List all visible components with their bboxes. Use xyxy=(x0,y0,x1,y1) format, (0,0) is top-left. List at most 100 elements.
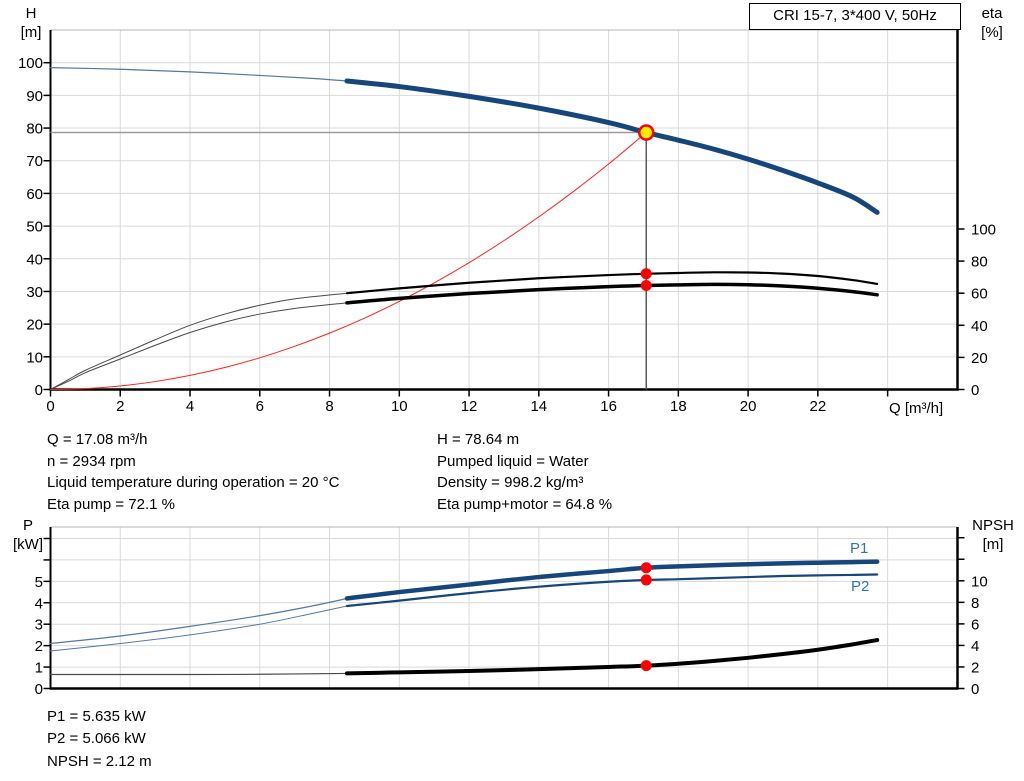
y-left-tick-label: 5 xyxy=(35,574,43,591)
qh-eta-chart-ticks: 0 10 20 30 40 50 60 70 80 90 100 0 20 40 60 80 100 0 2 4 6 8 1… xyxy=(18,55,996,415)
x-tick-label: 18 xyxy=(670,398,687,415)
info-line-eta-pump: Eta pump = 72.1 % xyxy=(47,495,175,513)
x-tick-label: 0 xyxy=(46,398,54,415)
y-right-tick-label: 4 xyxy=(971,638,979,655)
head-curve-ext xyxy=(49,67,348,82)
y-right-tick-label: 20 xyxy=(971,350,988,367)
head-curve xyxy=(344,78,880,215)
p-axis-label-line1: P xyxy=(22,517,33,534)
y-left-tick-label: 4 xyxy=(35,595,43,612)
info-line-h: H = 78.64 m xyxy=(437,431,520,448)
y-right-tick-label: 0 xyxy=(971,382,979,399)
info-line-temperature: Liquid temperature during operation = 20… xyxy=(47,474,340,491)
y-left-tick-label: 3 xyxy=(35,617,43,634)
info-line-p2: P2 = 5.066 kW xyxy=(47,730,146,748)
power-npsh-chart-grid xyxy=(50,527,958,689)
info-line-liquid: Pumped liquid = Water xyxy=(437,452,589,470)
p1-curve-ext xyxy=(49,597,348,645)
y-left-tick-label: 50 xyxy=(26,219,43,236)
x-tick-label: 6 xyxy=(256,398,264,415)
y-left-tick-label: 0 xyxy=(35,382,43,399)
y-right-tick-label: 100 xyxy=(971,222,996,239)
eta-pump-motor-curve xyxy=(345,282,879,305)
eta-pump-point xyxy=(640,268,652,280)
y-right-tick-label: 2 xyxy=(971,659,979,676)
h-axis-label-line2: [m] xyxy=(20,24,42,41)
y-right-tick-label: 0 xyxy=(971,681,979,698)
y-left-tick-label: 40 xyxy=(26,251,43,268)
eta-pump-curve xyxy=(345,271,879,295)
npsh-curve-ext xyxy=(49,672,348,676)
operating-data-col1: Q = 17.08 m³/h n = 2934 rpm Liquid tempe… xyxy=(47,429,339,515)
x-tick-label: 2 xyxy=(116,398,124,415)
npsh-axis-label-line1: NPSH xyxy=(972,517,1014,534)
y-left-tick-label: 100 xyxy=(18,55,43,72)
npsh-axis-label-line2: [m] xyxy=(982,536,1004,553)
y-right-tick-label: 80 xyxy=(971,254,988,271)
x-tick-label: 20 xyxy=(740,398,757,415)
x-tick-label: 4 xyxy=(186,398,194,415)
eta-pump-motor-point xyxy=(640,279,652,291)
p1-curve xyxy=(344,559,880,601)
info-line-npsh: NPSH = 2.12 m xyxy=(47,752,152,770)
duty-point xyxy=(638,124,655,141)
x-tick-label: 10 xyxy=(391,398,408,415)
y-left-tick-label: 0 xyxy=(35,681,43,698)
y-left-tick-label: 30 xyxy=(26,284,43,301)
x-tick-label: 14 xyxy=(530,398,547,415)
power-npsh-chart: 0 1 2 3 4 5 0 2 4 6 8 10 xyxy=(35,526,988,698)
p-axis-label-line2: [kW] xyxy=(13,536,43,553)
p2-curve-ext xyxy=(50,605,348,652)
y-left-tick-label: 90 xyxy=(26,88,43,105)
operating-data-col2: H = 78.64 m Pumped liquid = Water Densit… xyxy=(437,429,612,515)
npsh-axis-label: NPSH [m] xyxy=(964,516,1022,554)
p2-curve-label: P2 xyxy=(851,578,870,595)
y-left-tick-label: 1 xyxy=(35,660,43,677)
eta-axis-label: eta [%] xyxy=(968,4,1016,42)
p2-point xyxy=(640,574,652,586)
eta-axis-label-line2: [%] xyxy=(981,24,1003,41)
p-axis-label: P [kW] xyxy=(6,516,50,554)
qh-eta-chart: 0 10 20 30 40 50 60 70 80 90 100 0 20 40 60 80 100 0 2 4 6 8 1… xyxy=(18,29,996,415)
eta-pump-curve-ext xyxy=(50,292,348,390)
x-tick-label: 8 xyxy=(325,398,333,415)
info-line-q: Q = 17.08 m³/h xyxy=(47,431,148,448)
h-axis-label: H [m] xyxy=(10,4,52,42)
system-curve xyxy=(50,132,647,390)
y-right-tick-label: 10 xyxy=(971,573,988,590)
y-right-tick-label: 40 xyxy=(971,318,988,335)
y-left-tick-label: 70 xyxy=(26,153,43,170)
y-right-tick-label: 8 xyxy=(971,595,979,612)
y-left-tick-label: 10 xyxy=(26,349,43,366)
qh-eta-chart-axes xyxy=(49,30,959,391)
y-left-tick-label: 2 xyxy=(35,638,43,655)
info-line-density: Density = 998.2 kg/m³ xyxy=(437,474,584,491)
npsh-point xyxy=(640,660,652,672)
y-right-tick-label: 6 xyxy=(971,616,979,633)
pump-title: CRI 15-7, 3*400 V, 50Hz xyxy=(749,3,961,30)
y-left-tick-label: 60 xyxy=(26,186,43,203)
info-line-p1: P1 = 5.635 kW xyxy=(47,708,146,725)
qh-eta-chart-grid xyxy=(50,30,958,390)
p2-curve xyxy=(345,573,879,608)
p1-point xyxy=(640,562,652,574)
x-tick-label: 22 xyxy=(810,398,827,415)
x-tick-label: 12 xyxy=(461,398,478,415)
y-right-tick-label: 60 xyxy=(971,286,988,303)
q-axis-label: Q [m³/h] xyxy=(889,400,944,417)
y-left-tick-label: 20 xyxy=(26,317,43,334)
eta-pump-motor-curve-ext xyxy=(50,302,348,390)
operating-data-bottom: P1 = 5.635 kW P2 = 5.066 kW NPSH = 2.12 … xyxy=(47,706,152,773)
p1-curve-label: P1 xyxy=(850,540,869,557)
x-tick-label: 16 xyxy=(600,398,617,415)
power-npsh-chart-ticks: 0 1 2 3 4 5 0 2 4 6 8 10 xyxy=(35,536,988,698)
h-axis-label-line1: H xyxy=(25,5,37,22)
npsh-curve xyxy=(344,638,880,676)
power-npsh-chart-axes xyxy=(49,527,959,690)
y-left-tick-label: 80 xyxy=(26,121,43,138)
eta-axis-label-line1: eta xyxy=(981,5,1003,22)
info-line-n: n = 2934 rpm xyxy=(47,452,136,470)
info-line-eta-pump-motor: Eta pump+motor = 64.8 % xyxy=(437,495,613,513)
